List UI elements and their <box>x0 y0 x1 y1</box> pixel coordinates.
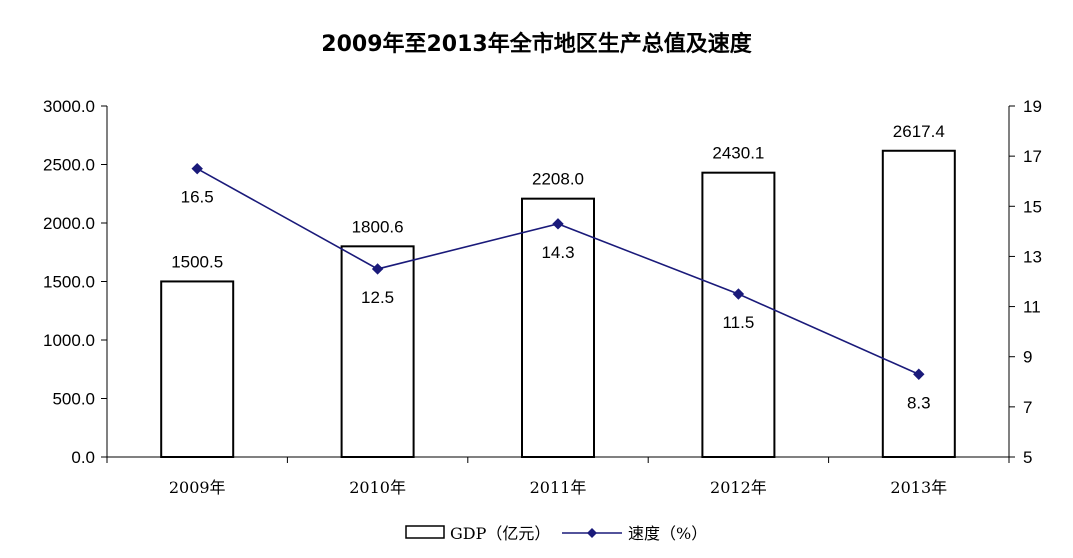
chart-title: 2009年至2013年全市地区生产总值及速度 <box>321 32 752 57</box>
left-tick-label: 2500.0 <box>43 156 95 175</box>
bar-value-label: 1800.6 <box>352 217 404 236</box>
x-tick-label: 2009年 <box>169 478 226 497</box>
x-tick-label: 2012年 <box>710 478 767 497</box>
speed-value-label: 8.3 <box>907 393 931 412</box>
x-tick-label: 2013年 <box>890 478 947 497</box>
right-tick-label: 9 <box>1023 348 1032 367</box>
legend-line-marker <box>587 528 597 538</box>
legend: GDP（亿元） 速度（%） <box>405 524 707 543</box>
bar-value-label: 1500.5 <box>171 252 223 271</box>
right-tick-label: 11 <box>1023 298 1041 317</box>
right-tick-label: 5 <box>1023 448 1032 467</box>
right-tick-label: 7 <box>1023 398 1032 417</box>
left-tick-label: 1000.0 <box>43 331 95 350</box>
right-tick-label: 17 <box>1023 147 1042 166</box>
bar-value-label: 2208.0 <box>532 170 584 189</box>
bar <box>881 149 956 459</box>
bar <box>340 245 415 458</box>
legend-bar-label: GDP（亿元） <box>450 524 550 543</box>
speed-value-label: 11.5 <box>722 313 754 332</box>
bar <box>160 280 235 458</box>
speed-value-label: 16.5 <box>181 188 214 207</box>
bar <box>521 197 595 458</box>
right-tick-label: 19 <box>1023 97 1042 116</box>
bar-value-label: 2430.1 <box>712 144 764 163</box>
bar-value-label: 2617.4 <box>893 122 945 141</box>
right-tick-label: 15 <box>1023 197 1042 216</box>
bar-series <box>160 149 956 459</box>
speed-point <box>191 162 203 175</box>
left-tick-label: 2000.0 <box>43 214 95 233</box>
x-tick-label: 2011年 <box>530 478 587 497</box>
x-tick-label: 2010年 <box>349 478 406 497</box>
left-tick-label: 1500.0 <box>43 273 95 292</box>
legend-line-label: 速度（%） <box>628 524 707 543</box>
speed-value-label: 14.3 <box>541 243 574 262</box>
axes: 0.0 500.0 1000.0 1500.0 2000.0 2500.0 3000.0 5 7… <box>43 97 1042 497</box>
speed-point <box>732 288 745 300</box>
right-tick-label: 13 <box>1023 247 1042 266</box>
data-labels: 1500.5 1800.6 2208.0 2430.1 2617.4 16.5 12.5 14… <box>171 122 945 413</box>
legend-bar-swatch <box>405 525 445 539</box>
left-tick-label: 3000.0 <box>43 97 95 116</box>
bar <box>701 171 776 458</box>
left-tick-label: 500.0 <box>52 390 95 409</box>
left-tick-label: 0.0 <box>71 448 95 467</box>
speed-point <box>552 218 564 230</box>
speed-value-label: 12.5 <box>361 288 394 307</box>
speed-point <box>371 263 384 275</box>
speed-point <box>913 368 925 380</box>
line-series <box>191 162 925 380</box>
